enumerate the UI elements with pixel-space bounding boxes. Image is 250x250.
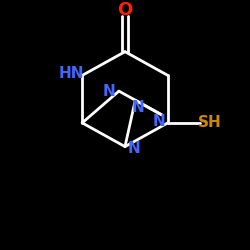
Text: SH: SH [198, 115, 222, 130]
Text: HN: HN [58, 66, 84, 80]
Text: N: N [153, 114, 166, 130]
Text: N: N [127, 142, 140, 156]
Text: N: N [132, 100, 144, 115]
Text: O: O [118, 1, 132, 19]
Text: N: N [103, 84, 116, 98]
